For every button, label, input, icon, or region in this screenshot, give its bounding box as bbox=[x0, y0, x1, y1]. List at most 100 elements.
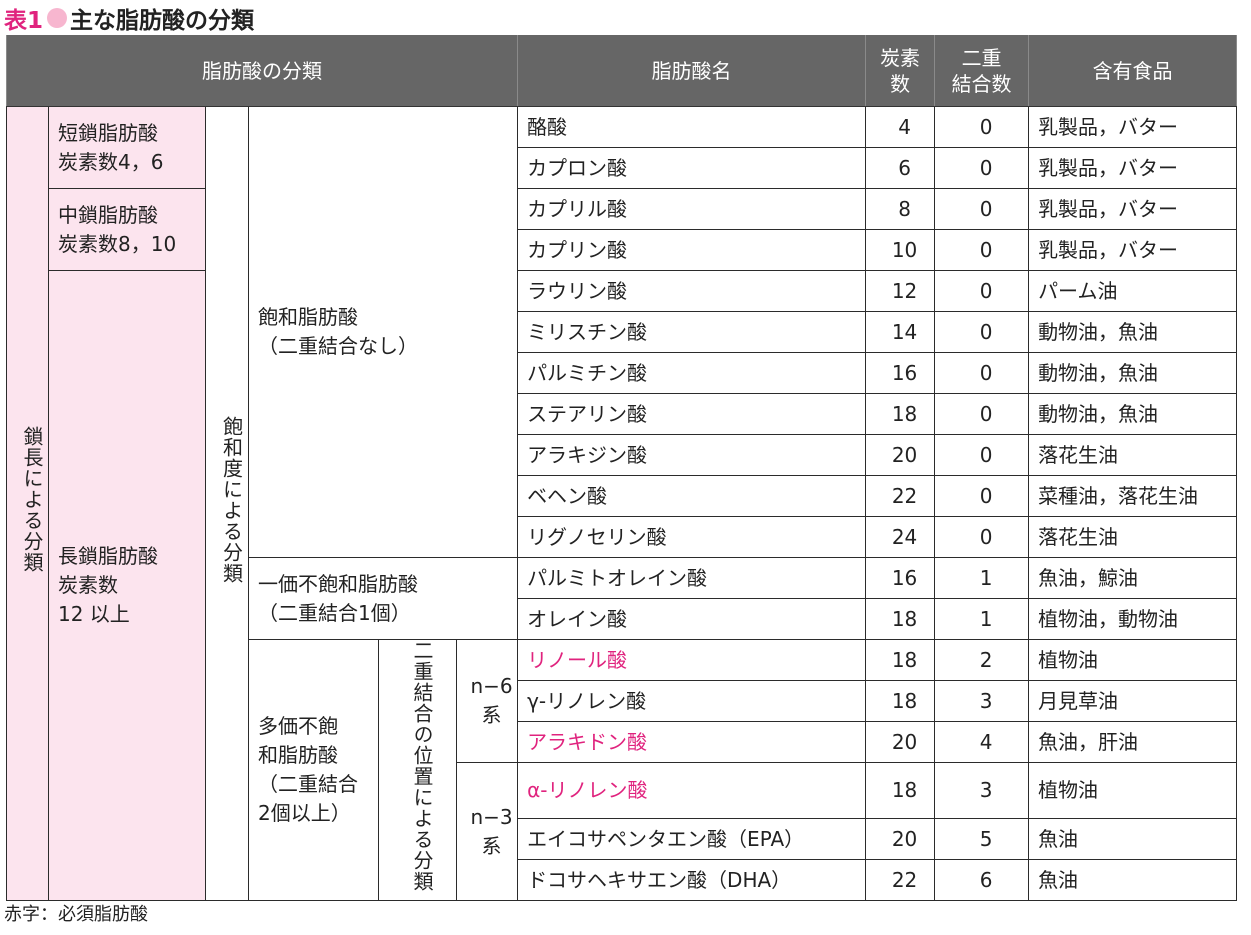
long-chain-carbon: 炭素数 bbox=[58, 573, 118, 597]
table-number: 表1 bbox=[4, 8, 44, 34]
poly-unsaturated-line3: （二重結合 bbox=[258, 772, 358, 796]
double-bond-count: 0 bbox=[934, 311, 1030, 353]
table-row: アラキジン酸 20 0 落花生油 bbox=[7, 434, 1238, 476]
double-bond-count: 1 bbox=[934, 598, 1030, 640]
pink-dot-icon bbox=[47, 8, 68, 28]
header-carbon-line1: 炭素 bbox=[880, 45, 921, 70]
acid-name: 酪酸 bbox=[517, 106, 867, 148]
poly-unsaturated-line2: 和脂肪酸 bbox=[258, 743, 338, 767]
table-row: リグノセリン酸 24 0 落花生油 bbox=[7, 516, 1238, 558]
carbon-count: 10 bbox=[865, 229, 936, 271]
saturation-group: 飽和度による分類 bbox=[205, 106, 249, 901]
mono-unsaturated-note: （二重結合1個） bbox=[258, 600, 411, 625]
double-bond-count: 4 bbox=[934, 721, 1030, 763]
acid-name: γ‐リノレン酸 bbox=[517, 680, 867, 722]
fatty-acid-table: 脂肪酸の分類 脂肪酸名 炭素数 二重 結合数 含有食品 鎖長による分類 短鎖脂肪酸… bbox=[5, 35, 1238, 901]
double-bond-count: 0 bbox=[934, 229, 1030, 271]
acid-name: エイコサペンタエン酸（EPA） bbox=[517, 818, 867, 860]
table-title: 表1 主な脂肪酸の分類 bbox=[4, 2, 254, 34]
acid-name: ドコサヘキサエン酸（DHA） bbox=[517, 859, 867, 901]
carbon-count: 6 bbox=[865, 147, 936, 189]
acid-name: アラキジン酸 bbox=[517, 434, 867, 476]
header-double-line2: 結合数 bbox=[951, 71, 1012, 96]
food-source: 落花生油 bbox=[1028, 434, 1238, 476]
table-title-text: 主な脂肪酸の分類 bbox=[70, 8, 255, 34]
long-chain-range: 12 以上 bbox=[58, 602, 130, 626]
header-double: 二重 結合数 bbox=[934, 35, 1030, 107]
header-classification: 脂肪酸の分類 bbox=[5, 35, 519, 107]
short-chain-name: 短鎖脂肪酸 bbox=[58, 120, 158, 145]
carbon-count: 18 bbox=[865, 598, 936, 640]
header-carbon-line2: 数 bbox=[890, 71, 911, 96]
carbon-count: 8 bbox=[865, 188, 936, 230]
mono-unsaturated-group: 一価不飽和脂肪酸 （二重結合1個） bbox=[247, 557, 519, 640]
carbon-count: 24 bbox=[865, 516, 936, 558]
n3-label: n−3 bbox=[470, 804, 513, 829]
table-row: 長鎖脂肪酸炭素数 12 以上 ラウリン酸 12 0 パーム油 bbox=[7, 270, 1238, 901]
bond-position-col2: る分類 bbox=[410, 829, 434, 892]
carbon-count: 18 bbox=[865, 639, 936, 681]
acid-name: カプリン酸 bbox=[517, 229, 867, 271]
medium-chain-group: 中鎖脂肪酸 炭素数8，10 bbox=[48, 188, 206, 271]
table-row: ベヘン酸 22 0 菜種油，落花生油 bbox=[7, 475, 1238, 517]
table-row: ドコサヘキサエン酸（DHA） 22 6 魚油 bbox=[7, 859, 1238, 901]
table-row: 鎖長による分類 短鎖脂肪酸 炭素数4，6 飽和度による分類 飽和脂肪酸 （二重結合な… bbox=[6, 106, 1238, 901]
food-source: パーム油 bbox=[1028, 270, 1238, 312]
double-bond-count: 0 bbox=[934, 270, 1030, 312]
carbon-count: 18 bbox=[865, 393, 936, 435]
double-bond-count: 0 bbox=[934, 188, 1030, 230]
saturated-note: （二重結合なし） bbox=[258, 334, 418, 358]
acid-name: リグノセリン酸 bbox=[517, 516, 867, 558]
food-source: 動物油，魚油 bbox=[1028, 311, 1238, 353]
table-row: ステアリン酸 18 0 動物油，魚油 bbox=[7, 393, 1238, 435]
food-source: 動物油，魚油 bbox=[1028, 393, 1238, 435]
double-bond-count: 2 bbox=[934, 639, 1030, 681]
acid-name: ステアリン酸 bbox=[517, 393, 867, 435]
carbon-count: 18 bbox=[865, 680, 936, 722]
saturated-group: 飽和脂肪酸 （二重結合なし） bbox=[247, 106, 519, 558]
n6-suffix: 系 bbox=[481, 703, 502, 727]
food-source: 乳製品，バター bbox=[1028, 229, 1238, 271]
table-row: オレイン酸 18 1 植物油，動物油 bbox=[7, 598, 1238, 640]
food-source: 魚油，鯨油 bbox=[1028, 557, 1238, 599]
food-source: 植物油，動物油 bbox=[1028, 598, 1238, 640]
table-row: アラキドン酸 20 4 魚油，肝油 bbox=[7, 721, 1238, 763]
table-row: ミリスチン酸 14 0 動物油，魚油 bbox=[7, 311, 1238, 353]
double-bond-count: 5 bbox=[934, 818, 1030, 860]
double-bond-count: 6 bbox=[934, 859, 1030, 901]
acid-name: ラウリン酸 bbox=[517, 270, 867, 312]
acid-name: カプリル酸 bbox=[517, 188, 867, 230]
double-bond-count: 0 bbox=[934, 106, 1030, 148]
carbon-count: 14 bbox=[865, 311, 936, 353]
poly-unsaturated-line4: 2個以上） bbox=[258, 801, 351, 825]
food-source: 魚油 bbox=[1028, 859, 1238, 901]
carbon-count: 18 bbox=[865, 762, 936, 819]
header-name: 脂肪酸名 bbox=[517, 35, 867, 107]
carbon-count: 20 bbox=[865, 818, 936, 860]
saturated-name: 飽和脂肪酸 bbox=[258, 305, 358, 329]
acid-name-essential: α‐リノレン酸 bbox=[517, 762, 867, 819]
food-source: 植物油 bbox=[1028, 639, 1238, 681]
n6-label: n−6 bbox=[470, 674, 513, 698]
short-chain-carbon: 炭素数4，6 bbox=[58, 149, 164, 174]
food-source: 菜種油，落花生油 bbox=[1028, 475, 1238, 517]
acid-name: パルミトオレイン酸 bbox=[517, 557, 867, 599]
food-source: 魚油 bbox=[1028, 818, 1238, 860]
n3-suffix: 系 bbox=[481, 833, 502, 858]
carbon-count: 20 bbox=[865, 434, 936, 476]
n3-group: n−3 系 bbox=[455, 762, 519, 901]
double-bond-count: 3 bbox=[934, 762, 1030, 819]
acid-name: オレイン酸 bbox=[517, 598, 867, 640]
table-row: カプロン酸 6 0 乳製品，バター bbox=[7, 147, 1238, 189]
header-row: 脂肪酸の分類 脂肪酸名 炭素数 二重 結合数 含有食品 bbox=[5, 35, 1238, 107]
saturation-label: 飽和度による分類 bbox=[219, 415, 244, 584]
table-row: エイコサペンタエン酸（EPA） 20 5 魚油 bbox=[7, 818, 1238, 860]
double-bond-count: 0 bbox=[934, 393, 1030, 435]
food-source: 乳製品，バター bbox=[1028, 106, 1238, 148]
long-chain-name: 長鎖脂肪酸 bbox=[58, 544, 158, 568]
table-row: 多価不飽 和脂肪酸 （二重結合 2個以上） 二重結合の位置による分類 n−6 系 リノー… bbox=[7, 639, 1238, 901]
carbon-count: 22 bbox=[865, 475, 936, 517]
food-source: 植物油 bbox=[1028, 762, 1238, 819]
table-row: γ‐リノレン酸 18 3 月見草油 bbox=[7, 680, 1238, 722]
food-source: 乳製品，バター bbox=[1028, 147, 1238, 189]
